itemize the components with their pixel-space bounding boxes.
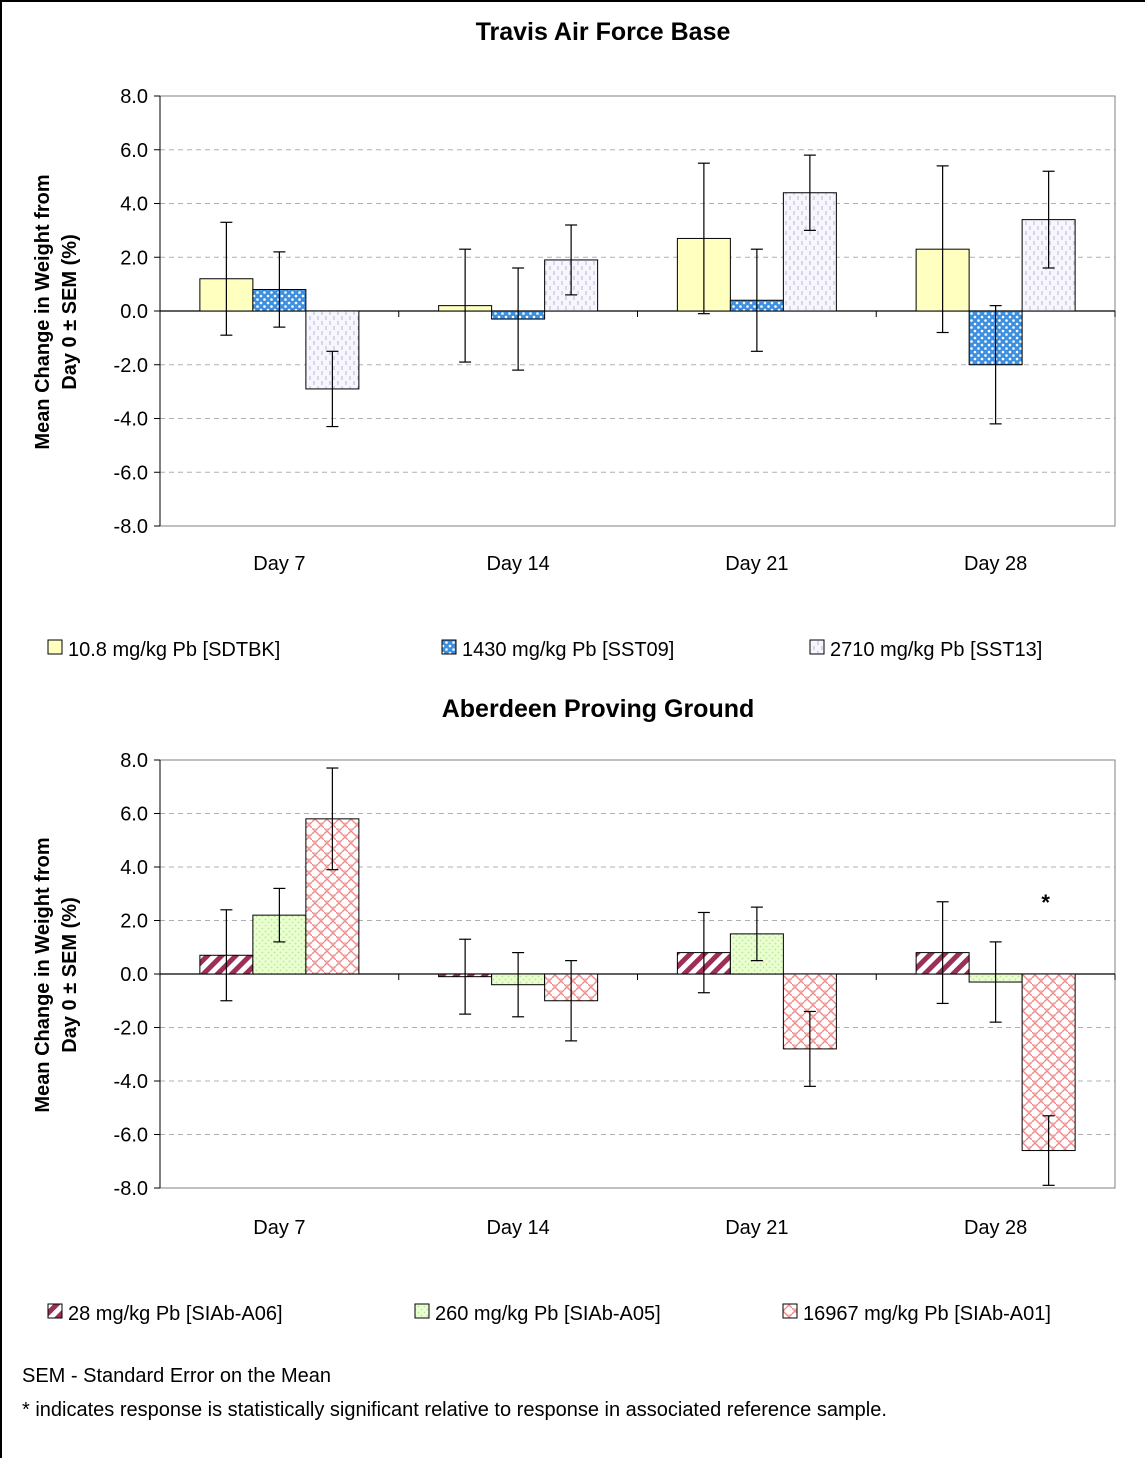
x-tick-label: Day 28 (964, 553, 1027, 575)
y-tick-label: 4.0 (120, 194, 148, 216)
legend-label: 10.8 mg/kg Pb [SDTBK] (68, 639, 280, 661)
y-axis-label: Mean Change in Weight from (32, 174, 54, 449)
chart-title: Aberdeen Proving Ground (442, 695, 755, 723)
y-tick-label: -8.0 (114, 516, 148, 538)
y-tick-label: 8.0 (120, 86, 148, 108)
y-tick-label: -4.0 (114, 1071, 148, 1093)
x-tick-label: Day 7 (253, 553, 305, 575)
legend-swatch (441, 639, 457, 655)
y-tick-label: -2.0 (114, 1018, 148, 1040)
y-tick-label: 2.0 (120, 247, 148, 269)
legend-label: 1430 mg/kg Pb [SST09] (462, 639, 674, 661)
x-tick-label: Day 28 (964, 1217, 1027, 1239)
y-tick-label: 6.0 (120, 140, 148, 162)
x-tick-label: Day 7 (253, 1217, 305, 1239)
y-tick-label: -6.0 (114, 462, 148, 484)
y-tick-label: 4.0 (120, 857, 148, 879)
y-tick-label: 2.0 (120, 911, 148, 933)
y-axis-label: Day 0 ± SEM (%) (59, 234, 81, 389)
chart-aberdeen: Aberdeen Proving Ground Mean Change in W… (32, 695, 1116, 1325)
y-axis-label: Day 0 ± SEM (%) (59, 897, 81, 1052)
legend-swatch (47, 639, 63, 655)
y-axis-label: Mean Change in Weight from (32, 837, 54, 1112)
legend-label: 260 mg/kg Pb [SIAb-A05] (435, 1303, 661, 1325)
y-tick-label: 8.0 (120, 750, 148, 772)
significance-marker: * (1041, 890, 1050, 915)
legend-swatch (809, 639, 825, 655)
y-tick-label: -4.0 (114, 409, 148, 431)
chart-travis: Travis Air Force Base Mean Change in Wei… (32, 18, 1116, 661)
legend-swatch (782, 1303, 798, 1319)
y-tick-label: 6.0 (120, 804, 148, 826)
y-tick-label: -8.0 (114, 1178, 148, 1200)
legend-swatch (414, 1303, 430, 1319)
legend-label: 28 mg/kg Pb [SIAb-A06] (68, 1303, 283, 1325)
y-tick-label: 0.0 (120, 964, 148, 986)
x-tick-label: Day 21 (725, 1217, 788, 1239)
x-tick-label: Day 14 (486, 553, 549, 575)
legend-swatch (47, 1303, 63, 1319)
y-tick-label: -2.0 (114, 355, 148, 377)
y-tick-label: 0.0 (120, 301, 148, 323)
chart-title: Travis Air Force Base (476, 18, 731, 46)
footnote-significance: * indicates response is statistically si… (22, 1399, 887, 1421)
x-tick-label: Day 14 (486, 1217, 549, 1239)
legend-label: 16967 mg/kg Pb [SIAb-A01] (803, 1303, 1051, 1325)
y-tick-label: -6.0 (114, 1125, 148, 1147)
footnote-sem: SEM - Standard Error on the Mean (22, 1365, 332, 1387)
x-tick-label: Day 21 (725, 553, 788, 575)
legend-label: 2710 mg/kg Pb [SST13] (830, 639, 1042, 661)
